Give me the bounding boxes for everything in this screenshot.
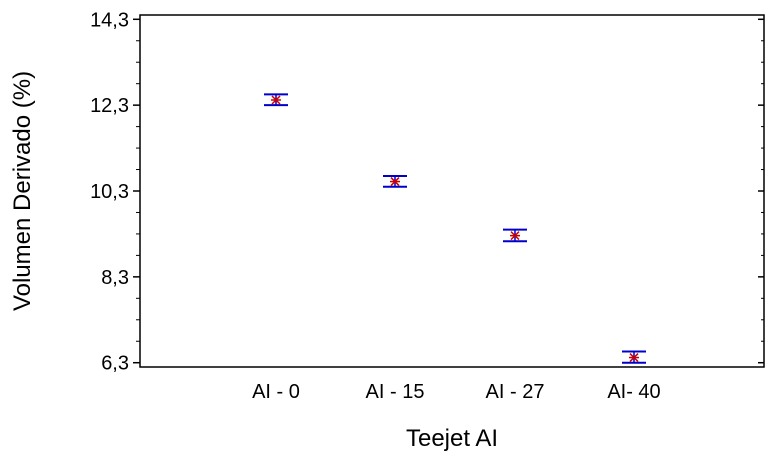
x-tick-label: AI - 27 <box>486 381 545 403</box>
y-tick-label: 10,3 <box>90 181 129 203</box>
data-marks <box>264 93 646 364</box>
data-point <box>622 350 646 364</box>
plot-frame <box>139 14 765 368</box>
y-tick-label: 14,3 <box>90 9 129 31</box>
y-tick-label: 8,3 <box>101 267 129 289</box>
data-point <box>503 228 527 243</box>
x-tick-label: AI - 0 <box>252 381 300 403</box>
data-point <box>264 93 288 107</box>
data-point <box>383 174 407 188</box>
y-tick-label: 6,3 <box>101 353 129 375</box>
x-tick-label: AI - 15 <box>366 381 425 403</box>
x-tick-label: AI- 40 <box>607 381 660 403</box>
x-axis-title: Teejet AI <box>406 425 498 452</box>
y-axis-title: Volumen Derivado (%) <box>9 71 36 311</box>
plot-area: 14,3 12,3 10,3 8,3 6,3 AI - 0 AI - 15 AI - 27 AI… <box>90 9 765 403</box>
y-tick-label: 12,3 <box>90 95 129 117</box>
